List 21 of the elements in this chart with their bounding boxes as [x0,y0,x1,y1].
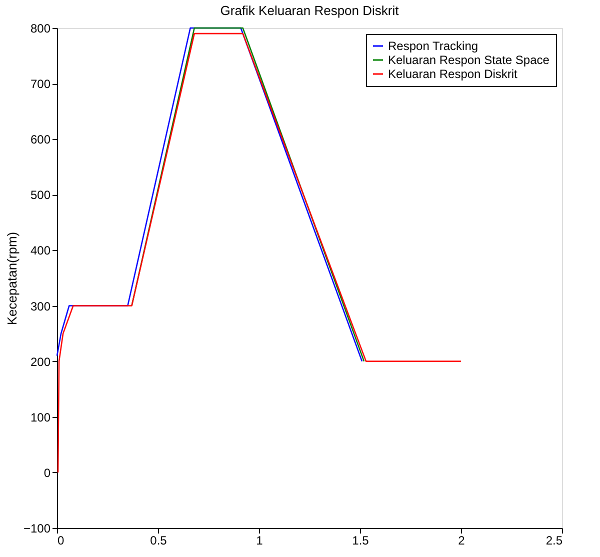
y-tick-label: 300 [30,299,51,314]
x-tick-label: 0 [58,534,64,548]
legend-label: Keluaran Respon State Space [388,53,550,67]
x-tick-label: 2.5 [546,534,563,548]
x-tick-label: 0.5 [150,534,168,548]
y-tick-label: 100 [30,410,51,424]
x-tick-label: 2 [458,534,466,548]
chart-title: Grafik Keluaran Respon Diskrit [220,3,400,18]
y-tick-label: 600 [30,132,51,147]
y-tick-label: 500 [30,188,51,202]
legend-label: Keluaran Respon Diskrit [388,67,518,81]
y-tick-label: 800 [30,22,51,36]
x-tick-label: 1 [256,534,264,548]
y-tick-label: 400 [30,244,51,258]
legend-label: Respon Tracking [388,39,478,53]
y-tick-label: 200 [30,354,51,369]
x-tick-label: 1.5 [352,534,370,548]
y-tick-label: 0 [44,466,51,480]
y-tick-label: −100 [23,522,51,536]
y-axis-title: Kecepatan(rpm) [4,232,20,326]
y-tick-label: 700 [30,77,51,92]
